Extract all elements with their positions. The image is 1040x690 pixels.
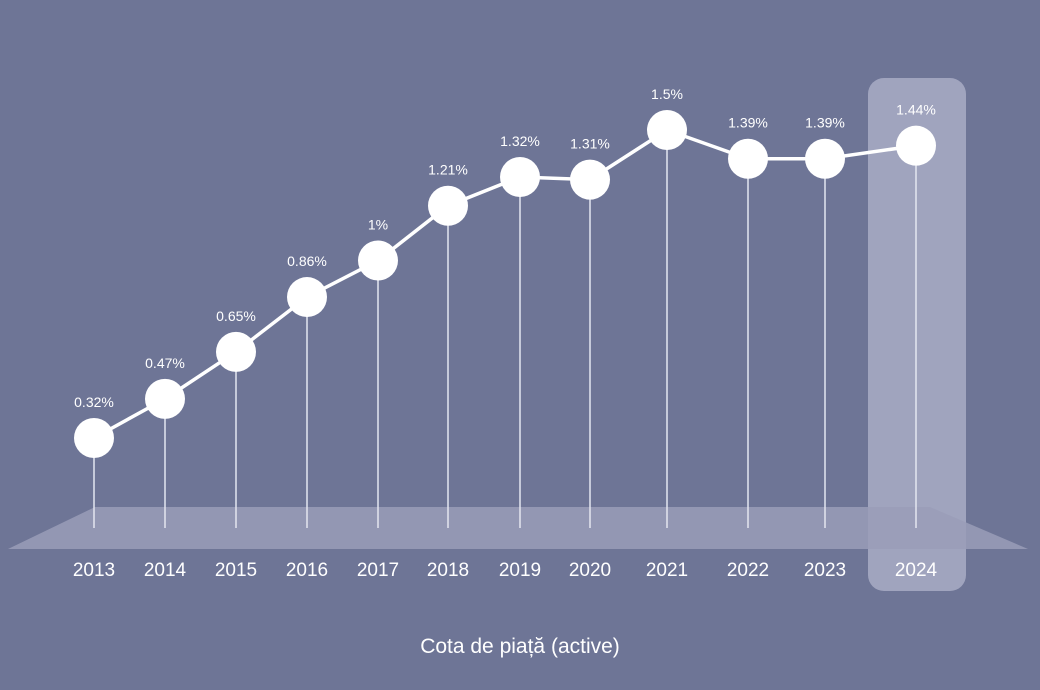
data-label-2021: 1.5% [651, 86, 683, 102]
data-label-2019: 1.32% [500, 133, 540, 149]
x-tick-label-2017: 2017 [357, 560, 399, 581]
highlight-column [868, 78, 966, 591]
data-label-2020: 1.31% [570, 136, 610, 152]
data-point-2020 [570, 159, 610, 200]
x-axis-label: Cota de piață (active) [420, 635, 620, 658]
x-tick-label-2016: 2016 [286, 560, 328, 581]
x-tick-label-2024: 2024 [895, 560, 938, 581]
x-tick-label-2019: 2019 [499, 560, 541, 581]
data-label-2014: 0.47% [145, 355, 185, 371]
data-label-2013: 0.32% [74, 394, 114, 410]
data-label-2023: 1.39% [805, 115, 845, 131]
data-point-2015 [216, 331, 256, 372]
data-point-2016 [287, 277, 327, 318]
x-tick-label-2013: 2013 [73, 560, 115, 581]
data-label-2022: 1.39% [728, 115, 768, 131]
x-tick-label-2023: 2023 [804, 560, 846, 581]
data-point-2022 [728, 138, 768, 179]
x-tick-label-2020: 2020 [569, 560, 611, 581]
x-tick-label-2022: 2022 [727, 560, 769, 581]
x-tick-label-2015: 2015 [215, 560, 257, 581]
data-point-2013 [74, 418, 114, 458]
floor-plane [8, 507, 1028, 549]
data-label-2018: 1.21% [428, 162, 468, 178]
x-tick-label-2014: 2014 [144, 560, 187, 581]
data-point-2021 [647, 110, 687, 151]
x-tick-label-2018: 2018 [427, 560, 469, 581]
data-label-2015: 0.65% [216, 308, 256, 324]
data-point-2024 [896, 125, 936, 166]
data-point-2018 [428, 185, 468, 226]
data-label-2016: 0.86% [287, 253, 327, 269]
x-tick-label-2021: 2021 [646, 560, 688, 581]
data-label-2024: 1.44% [896, 102, 936, 118]
data-point-2017 [358, 240, 398, 281]
data-label-2017: 1% [368, 217, 388, 233]
data-point-2019 [500, 157, 540, 197]
data-point-2023 [805, 138, 845, 179]
data-point-2014 [145, 378, 185, 419]
